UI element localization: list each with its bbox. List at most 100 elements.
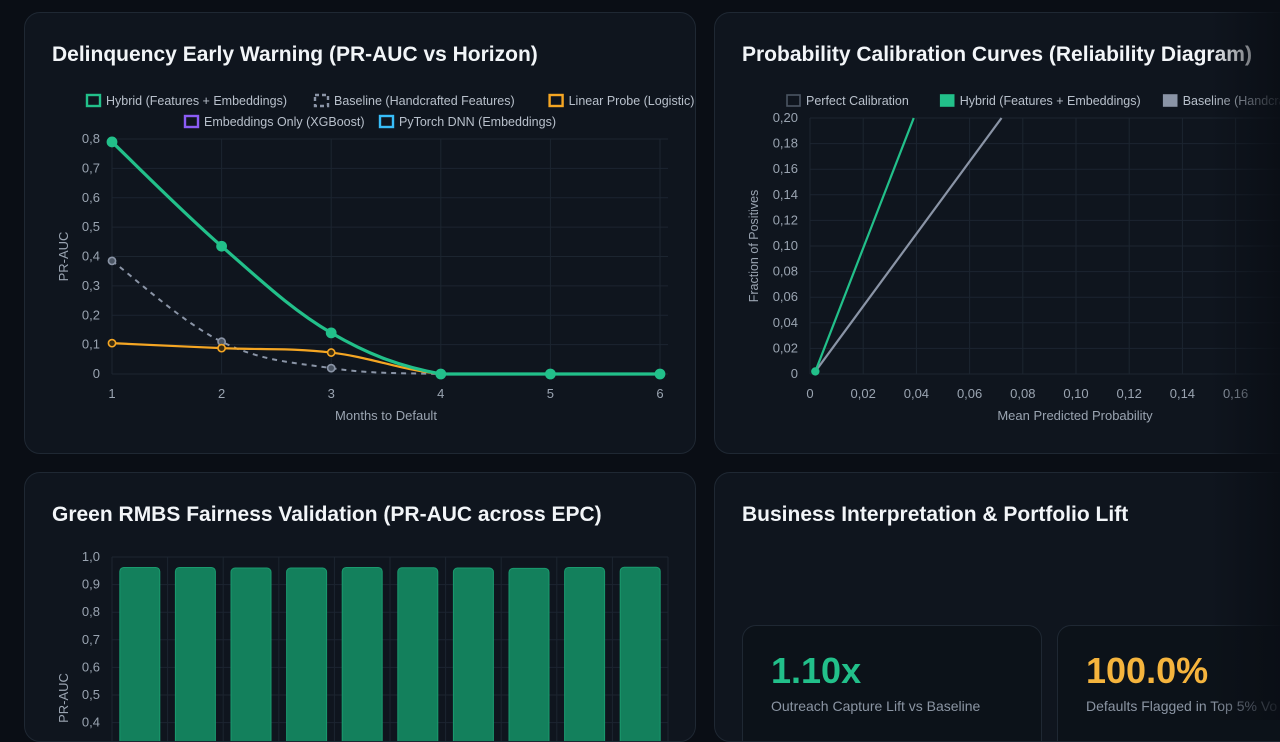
legend-swatch (313, 93, 330, 108)
bar (397, 567, 439, 741)
y-tick-label: 0 (791, 366, 798, 381)
delinquency-card: Delinquency Early Warning (PR-AUC vs Hor… (24, 12, 696, 454)
x-tick-label: 0,08 (1010, 386, 1035, 401)
calibration-chart[interactable]: 0 0,02 0,04 0,06 0,08 0,10 0,12 0,14 0,16 0,18 0,2… (715, 13, 1280, 454)
legend-label: PyTorch DNN (Embeddings) (399, 115, 556, 129)
x-tick-label: 3 (328, 386, 335, 401)
y-axis-label: PR-AUC (56, 673, 71, 723)
legend-label: Hybrid (Features + Embeddings) (106, 94, 287, 108)
legend-swatch (183, 114, 200, 129)
delinquency-title: Delinquency Early Warning (PR-AUC vs Hor… (52, 43, 538, 66)
x-axis-label: Months to Default (335, 408, 437, 423)
x-tick-label: 0,16 (1223, 386, 1248, 401)
y-tick-label: 0,12 (773, 212, 798, 227)
legend-label: Baseline (Handcrafted Features) (334, 94, 515, 108)
data-point (107, 338, 117, 348)
x-tick-label: 0,04 (904, 386, 929, 401)
kpi-label-lift: Outreach Capture Lift vs Baseline (771, 698, 981, 714)
data-point (654, 368, 666, 380)
y-tick-label: 0,4 (82, 715, 100, 730)
y-tick-label: 0,8 (82, 131, 100, 146)
fairness-chart[interactable]: 1,0 0,9 0,8 0,7 0,6 0,5 0,4 PR-AUC (25, 473, 696, 742)
y-tick-label: 0,18 (773, 136, 798, 151)
kpi-value-lift: 1.10x (771, 650, 862, 691)
series-line (110, 140, 660, 376)
x-tick-label: 6 (656, 386, 663, 401)
bar (619, 566, 661, 741)
bar (564, 566, 606, 741)
legend-swatch (1162, 94, 1178, 107)
y-tick-label: 1,0 (82, 549, 100, 564)
legend-swatch (939, 94, 955, 107)
bar (119, 566, 161, 741)
legend-label: Perfect Calibration (806, 94, 909, 108)
y-tick-label: 0,4 (82, 249, 100, 264)
legend-label: Hybrid (Features + Embeddings) (960, 94, 1141, 108)
bar (230, 567, 272, 741)
kpi-card-flagged: 100.0% Defaults Flagged in Top 5% Vo (1057, 625, 1280, 741)
kpi-card-lift: 1.10x Outreach Capture Lift vs Baseline (742, 625, 1042, 741)
x-tick-label: 0,06 (957, 386, 982, 401)
y-tick-label: 0,1 (82, 337, 100, 352)
bar (286, 567, 328, 741)
y-tick-label: 0,6 (82, 659, 100, 674)
y-axis-label: PR-AUC (56, 232, 71, 282)
delinquency-chart[interactable]: 0 0,1 0,2 0,3 0,4 0,5 0,6 0,7 0,8 1 2 3 4 5 6 Months to… (25, 13, 696, 454)
x-tick-label: 0,14 (1170, 386, 1195, 401)
y-tick-label: 0,02 (773, 340, 798, 355)
legend-label: Baseline (Handcrafted Features) (1183, 94, 1280, 108)
data-point (435, 368, 447, 380)
data-point (325, 327, 337, 339)
legend-swatch (85, 93, 102, 108)
kpi-label-flagged: Defaults Flagged in Top 5% Vo (1086, 698, 1278, 714)
calibration-title: Probability Calibration Curves (Reliabil… (742, 43, 1252, 66)
x-tick-label: 2 (218, 386, 225, 401)
legend-swatch (548, 93, 564, 108)
business-title: Business Interpretation & Portfolio Lift (742, 503, 1129, 526)
x-tick-label: 5 (547, 386, 554, 401)
kpi-value-flagged: 100.0% (1086, 650, 1209, 691)
x-tick-label: 0 (806, 386, 813, 401)
data-point (107, 256, 117, 266)
y-tick-label: 0,2 (82, 307, 100, 322)
data-point (326, 363, 336, 373)
x-tick-label: 0,02 (851, 386, 876, 401)
legend-swatch (378, 114, 395, 129)
data-point (326, 348, 336, 357)
y-tick-label: 0,7 (82, 632, 100, 647)
y-tick-label: 0,5 (82, 687, 100, 702)
y-tick-label: 0,10 (773, 238, 798, 253)
fairness-card: Green RMBS Fairness Validation (PR-AUC a… (24, 472, 696, 742)
y-tick-label: 0,5 (82, 219, 100, 234)
y-tick-label: 0,16 (773, 161, 798, 176)
data-point (811, 367, 820, 376)
x-axis-label: Mean Predicted Probability (997, 408, 1153, 423)
y-tick-label: 0,06 (773, 289, 798, 304)
data-point (545, 368, 556, 380)
y-tick-label: 0,6 (82, 190, 100, 205)
y-tick-label: 0,20 (773, 110, 798, 125)
bar (341, 566, 383, 741)
data-point (216, 240, 227, 252)
bar (508, 567, 550, 741)
y-tick-label: 0,08 (773, 264, 798, 279)
data-point (217, 343, 226, 353)
y-tick-label: 0,8 (82, 604, 100, 619)
legend-label: Linear Probe (Logistic) (569, 94, 695, 108)
y-axis-label: Fraction of Positives (747, 190, 761, 303)
bar (452, 567, 494, 741)
x-tick-label: 1 (108, 386, 115, 401)
y-tick-label: 0,7 (82, 160, 100, 175)
y-tick-label: 0 (93, 366, 100, 381)
x-tick-label: 0,10 (1063, 386, 1088, 401)
series-line (111, 260, 660, 375)
series-line (814, 117, 915, 372)
y-tick-label: 0,3 (82, 278, 100, 293)
y-tick-label: 0,04 (773, 315, 798, 330)
data-point (106, 136, 118, 148)
business-card: Business Interpretation & Portfolio Lift… (714, 472, 1280, 742)
bar (174, 566, 216, 741)
legend-swatch (786, 94, 801, 107)
series-line (814, 117, 1003, 373)
y-tick-label: 0,14 (773, 187, 798, 202)
